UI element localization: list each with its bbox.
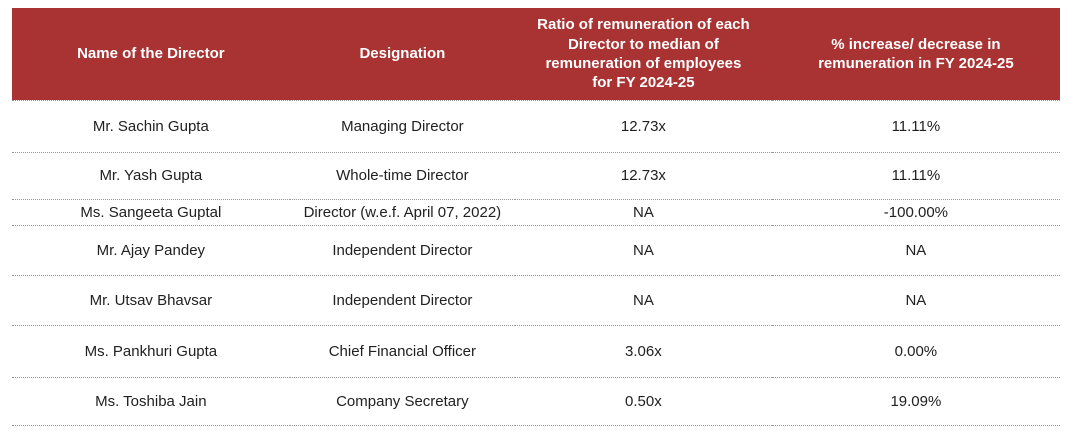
cell-ratio: NA	[515, 225, 772, 276]
table-row: Mr. Utsav Bhavsar Independent Director N…	[12, 275, 1060, 326]
column-header-director-name: Name of the Director	[12, 8, 290, 101]
cell-change: -100.00%	[771, 199, 1060, 226]
cell-change: NA	[771, 275, 1060, 326]
cell-director-name: Ms. Pankhuri Gupta	[12, 325, 290, 378]
cell-director-name: Mr. Yash Gupta	[12, 152, 290, 200]
table-row: Ms. Toshiba Jain Company Secretary 0.50x…	[12, 377, 1060, 426]
cell-director-name: Mr. Sachin Gupta	[12, 100, 290, 153]
table-row: Mr. Yash Gupta Whole-time Director 12.73…	[12, 152, 1060, 200]
cell-ratio: 3.06x	[515, 325, 772, 378]
cell-ratio: NA	[515, 199, 772, 226]
cell-change: 11.11%	[771, 100, 1060, 153]
cell-designation: Independent Director	[289, 225, 516, 276]
cell-change: NA	[771, 225, 1060, 276]
cell-ratio: NA	[515, 275, 772, 326]
cell-director-name: Ms. Toshiba Jain	[12, 377, 290, 426]
column-header-designation: Designation	[289, 8, 516, 101]
cell-ratio: 12.73x	[515, 100, 772, 153]
column-header-change: % increase/ decrease in remuneration in …	[771, 8, 1060, 101]
cell-designation: Managing Director	[289, 100, 516, 153]
table-row: Mr. Sachin Gupta Managing Director 12.73…	[12, 100, 1060, 153]
cell-director-name: Mr. Utsav Bhavsar	[12, 275, 290, 326]
cell-change: 11.11%	[771, 152, 1060, 200]
column-header-ratio: Ratio of remuneration of each Director t…	[515, 8, 772, 101]
cell-director-name: Ms. Sangeeta Guptal	[12, 199, 290, 226]
cell-designation: Independent Director	[289, 275, 516, 326]
cell-designation: Director (w.e.f. April 07, 2022)	[289, 199, 516, 226]
cell-ratio: 12.73x	[515, 152, 772, 200]
remuneration-table: Name of the Director Designation Ratio o…	[12, 8, 1060, 426]
table-row: Ms. Pankhuri Gupta Chief Financial Offic…	[12, 325, 1060, 378]
cell-change: 19.09%	[771, 377, 1060, 426]
cell-designation: Company Secretary	[289, 377, 516, 426]
table-row: Ms. Sangeeta Guptal Director (w.e.f. Apr…	[12, 199, 1060, 226]
table-body: Mr. Sachin Gupta Managing Director 12.73…	[12, 100, 1060, 426]
table-row: Mr. Ajay Pandey Independent Director NA …	[12, 225, 1060, 276]
table-header: Name of the Director Designation Ratio o…	[12, 8, 1060, 101]
cell-designation: Chief Financial Officer	[289, 325, 516, 378]
cell-change: 0.00%	[771, 325, 1060, 378]
table-header-row: Name of the Director Designation Ratio o…	[12, 8, 1060, 101]
cell-director-name: Mr. Ajay Pandey	[12, 225, 290, 276]
cell-designation: Whole-time Director	[289, 152, 516, 200]
cell-ratio: 0.50x	[515, 377, 772, 426]
